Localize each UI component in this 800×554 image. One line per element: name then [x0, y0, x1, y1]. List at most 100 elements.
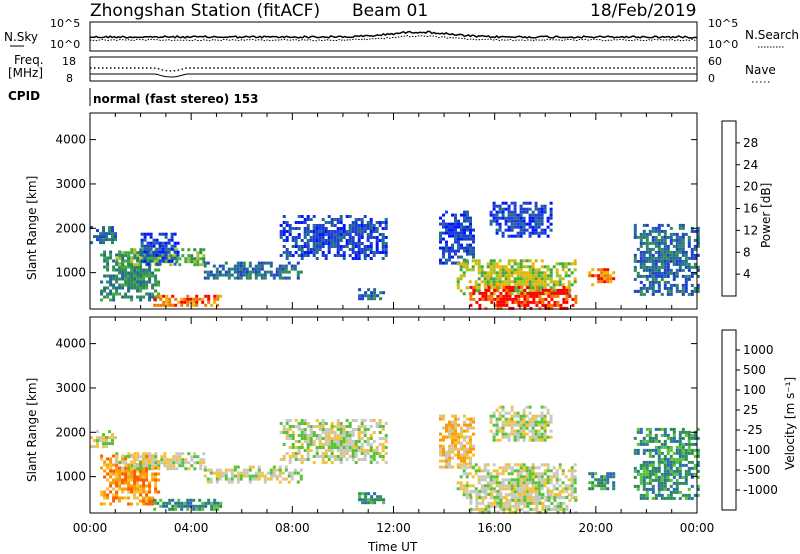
heatmap-cell	[456, 481, 460, 485]
x-axis-label: Time UT	[367, 540, 418, 554]
heatmap-cell	[571, 297, 575, 301]
heatmap-cell	[681, 475, 685, 479]
heatmap-cell	[285, 419, 289, 422]
heatmap-cell	[531, 219, 535, 223]
heatmap-cell	[519, 274, 523, 278]
heatmap-cell	[127, 467, 131, 471]
heatmap-cell	[519, 426, 523, 430]
heatmap-cell	[327, 449, 331, 452]
heatmap-cell	[285, 224, 289, 227]
heatmap-cell	[507, 280, 511, 284]
heatmap-cell	[681, 286, 685, 290]
heatmap-cell	[196, 257, 200, 261]
heatmap-cell	[534, 466, 538, 470]
heatmap-cell	[517, 489, 521, 493]
heatmap-cell	[351, 242, 355, 245]
heatmap-cell	[654, 427, 658, 431]
heatmap-cell	[459, 274, 463, 278]
heatmap-cell	[463, 246, 466, 250]
heatmap-cell	[504, 487, 508, 491]
heatmap-cell	[124, 277, 128, 281]
heatmap-cell	[348, 233, 352, 236]
heatmap-cell	[468, 493, 472, 497]
heatmap-cell	[351, 227, 355, 230]
heatmap-cell	[489, 414, 493, 418]
heatmap-cell	[148, 257, 152, 261]
heatmap-cell	[534, 228, 538, 232]
heatmap-cell	[544, 297, 548, 301]
heatmap-cell	[309, 440, 313, 443]
heatmap-cell	[675, 232, 679, 236]
heatmap-cell	[100, 289, 104, 293]
heatmap-cell	[696, 463, 700, 467]
heatmap-cell	[103, 286, 107, 290]
heatmap-cell	[207, 498, 211, 502]
heatmap-cell	[463, 210, 466, 214]
heatmap-cell	[660, 223, 664, 227]
heatmap-cell	[156, 501, 160, 505]
heatmap-cell	[306, 251, 310, 254]
heatmap-cell	[318, 440, 322, 443]
heatmap-cell	[501, 405, 505, 409]
heatmap-cell	[550, 297, 554, 301]
heatmap-cell	[540, 472, 544, 476]
heatmap-cell	[130, 298, 134, 302]
heatmap-cell	[360, 248, 364, 251]
heatmap-cell	[379, 297, 383, 301]
heatmap-cell	[139, 475, 143, 479]
heatmap-cell	[327, 251, 331, 254]
heatmap-cell	[549, 271, 553, 275]
heatmap-cell	[127, 254, 131, 258]
heatmap-cell	[127, 265, 131, 269]
heatmap-cell	[372, 224, 376, 227]
heatmap-cell	[639, 286, 643, 290]
heatmap-cell	[516, 271, 520, 275]
heatmap-cell	[209, 471, 213, 475]
heatmap-cell	[269, 273, 273, 277]
heatmap-cell	[351, 239, 355, 242]
heatmap-cell	[133, 490, 137, 494]
heatmap-cell	[154, 487, 158, 491]
heatmap-cell	[336, 425, 340, 428]
heatmap-cell	[291, 437, 295, 440]
heatmap-cell	[535, 507, 539, 511]
heatmap-cell	[373, 291, 377, 295]
heatmap-cell	[448, 420, 451, 424]
heatmap-cell	[657, 484, 661, 488]
heatmap-cell	[260, 273, 264, 277]
heatmap-cell	[532, 507, 536, 511]
heatmap-cell	[336, 422, 340, 425]
heatmap-cell	[369, 437, 373, 440]
colorbar-tick-label: -100	[743, 443, 770, 457]
heatmap-cell	[378, 422, 382, 425]
heatmap-cell	[522, 417, 526, 421]
heatmap-cell	[115, 286, 119, 290]
heatmap-cell	[136, 286, 140, 290]
heatmap-cell	[543, 292, 547, 296]
heatmap-cell	[645, 238, 649, 242]
heatmap-cell	[504, 268, 508, 272]
heatmap-cell	[354, 419, 358, 422]
heatmap-cell	[351, 446, 355, 449]
date-label: 18/Feb/2019	[590, 1, 696, 21]
heatmap-cell	[499, 300, 503, 304]
heatmap-cell	[324, 431, 328, 434]
heatmap-cell	[469, 420, 472, 424]
heatmap-cell	[324, 230, 328, 233]
heatmap-cell	[483, 271, 487, 275]
heatmap-cell	[645, 277, 649, 281]
heatmap-cell	[303, 434, 307, 437]
heatmap-cell	[654, 472, 658, 476]
heatmap-cell	[288, 227, 292, 230]
heatmap-cell	[574, 294, 578, 298]
heatmap-cell	[466, 429, 469, 433]
heatmap-cell	[263, 270, 267, 274]
heatmap-cell	[445, 228, 448, 232]
cpid-label: CPID	[8, 89, 40, 103]
heatmap-cell	[666, 253, 670, 257]
heatmap-cell	[148, 271, 152, 275]
heatmap-cell	[487, 294, 491, 298]
heatmap-cell	[360, 449, 364, 452]
heatmap-cell	[522, 280, 526, 284]
heatmap-cell	[492, 277, 496, 281]
